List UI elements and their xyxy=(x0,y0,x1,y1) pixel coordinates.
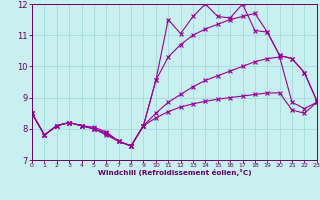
X-axis label: Windchill (Refroidissement éolien,°C): Windchill (Refroidissement éolien,°C) xyxy=(98,169,251,176)
